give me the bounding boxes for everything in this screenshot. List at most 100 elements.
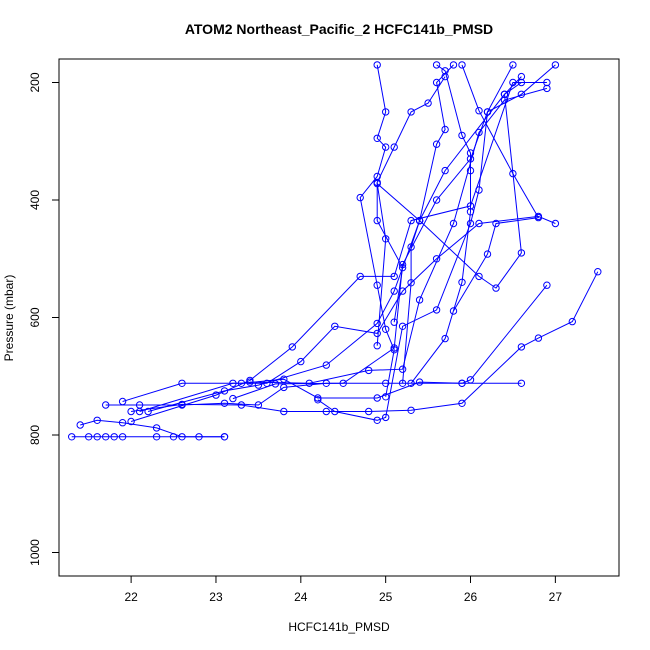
data-point — [322, 361, 330, 369]
data-point — [382, 325, 390, 333]
series-line — [317, 64, 514, 421]
data-point — [415, 378, 424, 386]
data-point — [500, 90, 509, 99]
data-point — [373, 61, 381, 69]
data-point — [212, 391, 220, 399]
data-point — [229, 394, 237, 403]
data-point — [373, 281, 381, 289]
data-point — [314, 396, 322, 404]
y-axis: 200 400 600 800 1000 — [28, 72, 59, 566]
data-point — [331, 407, 339, 416]
data-point — [568, 317, 576, 326]
data-point — [466, 219, 475, 228]
data-point — [373, 319, 381, 328]
data-point — [441, 166, 449, 175]
series-line — [359, 64, 395, 397]
series-line — [122, 284, 548, 402]
data-point — [178, 379, 186, 387]
series-line — [410, 64, 471, 384]
data-point — [441, 125, 449, 134]
data-point — [424, 99, 432, 107]
data-point — [382, 108, 390, 116]
data-point — [229, 379, 237, 387]
data-point — [543, 78, 551, 87]
data-point — [407, 108, 415, 116]
data-point — [432, 196, 441, 204]
data-point — [127, 407, 135, 416]
data-point — [492, 219, 500, 228]
data-point — [483, 108, 492, 116]
data-point — [118, 419, 127, 427]
data-point — [297, 357, 305, 366]
data-point — [458, 61, 466, 69]
data-point — [432, 61, 441, 69]
data-point — [475, 128, 483, 137]
data-point — [398, 365, 407, 373]
data-point — [118, 433, 127, 441]
data-point — [93, 416, 101, 424]
series-line — [131, 271, 599, 412]
data-point — [237, 401, 246, 409]
data-point — [475, 219, 483, 228]
data-point — [322, 407, 330, 416]
data-point — [458, 131, 466, 140]
data-point — [339, 379, 347, 387]
data-point — [415, 296, 424, 304]
data-point — [373, 394, 381, 402]
data-point — [475, 272, 483, 281]
series-line — [130, 82, 547, 422]
data-point — [458, 278, 466, 286]
y-tick-label: 400 — [28, 190, 42, 210]
data-point — [466, 208, 475, 216]
data-point — [398, 322, 407, 330]
data-point — [543, 281, 551, 289]
data-point — [127, 417, 135, 426]
data-point — [407, 216, 415, 225]
series-line — [147, 82, 522, 412]
x-tick-label: 26 — [464, 590, 478, 604]
data-point — [382, 379, 390, 387]
data-point — [152, 424, 161, 432]
data-point — [373, 179, 381, 188]
data-point — [466, 166, 475, 175]
series-line — [376, 76, 522, 346]
data-point — [543, 84, 551, 93]
y-tick-label: 800 — [28, 425, 42, 445]
data-point — [68, 433, 76, 441]
series-line — [139, 215, 556, 412]
data-point — [441, 334, 449, 343]
data-point — [594, 268, 602, 276]
series-layer — [68, 61, 602, 441]
data-point — [220, 387, 229, 395]
data-point — [551, 61, 560, 69]
data-point — [390, 318, 398, 326]
x-tick-label: 24 — [294, 590, 308, 604]
data-point — [458, 399, 466, 407]
series-5 — [118, 281, 551, 406]
data-point — [492, 284, 500, 292]
series-10 — [246, 84, 551, 387]
data-point — [373, 342, 381, 350]
series-6 — [135, 212, 560, 416]
y-tick-label: 200 — [28, 72, 42, 92]
data-point — [280, 407, 288, 416]
data-point — [102, 401, 110, 409]
data-point — [271, 380, 280, 388]
x-tick-label: 27 — [549, 590, 563, 604]
chart-title: ATOM2 Northeast_Pacific_2 HCFC141b_PMSD — [185, 21, 493, 37]
data-point — [432, 306, 441, 314]
data-point — [288, 343, 296, 351]
x-axis-label: HCFC141b_PMSD — [288, 620, 390, 634]
x-tick-label: 22 — [124, 590, 138, 604]
data-point — [356, 272, 364, 281]
series-17 — [449, 61, 543, 315]
data-point — [449, 61, 458, 69]
series-7 — [127, 78, 551, 426]
series-11 — [314, 61, 517, 424]
data-point — [509, 169, 517, 178]
series-line — [453, 64, 540, 312]
data-point — [475, 186, 483, 194]
data-point — [390, 143, 398, 151]
data-point — [365, 366, 373, 375]
